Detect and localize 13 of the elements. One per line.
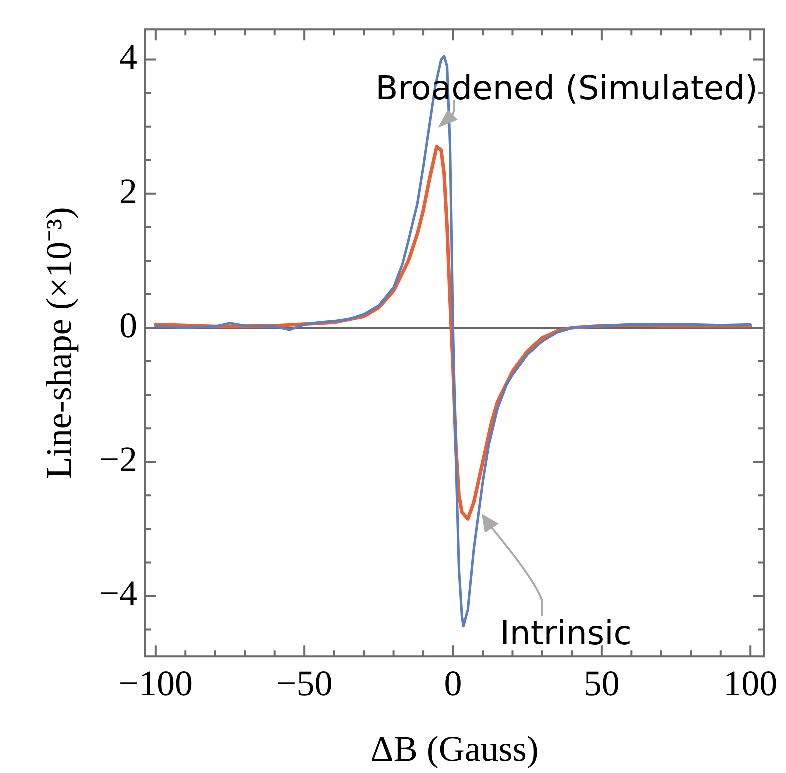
x-tick-label: 100 [724,664,778,704]
x-tick-label: −100 [118,664,194,704]
y-tick-label: −4 [99,574,138,614]
y-tick-label: 2 [120,171,138,212]
x-tick-label: 0 [444,664,462,704]
y-axis-title: Line-shape (×10⁻³) [39,207,80,480]
annotation: Intrinsic [500,614,632,653]
y-tick-label: 4 [120,37,138,78]
y-tick-label: −2 [99,440,138,480]
x-tick-label: 50 [584,664,620,704]
y-tick-label: 0 [120,305,138,346]
x-axis-title: ΔB (Gauss) [370,728,539,769]
x-tick-label: −50 [276,664,333,704]
